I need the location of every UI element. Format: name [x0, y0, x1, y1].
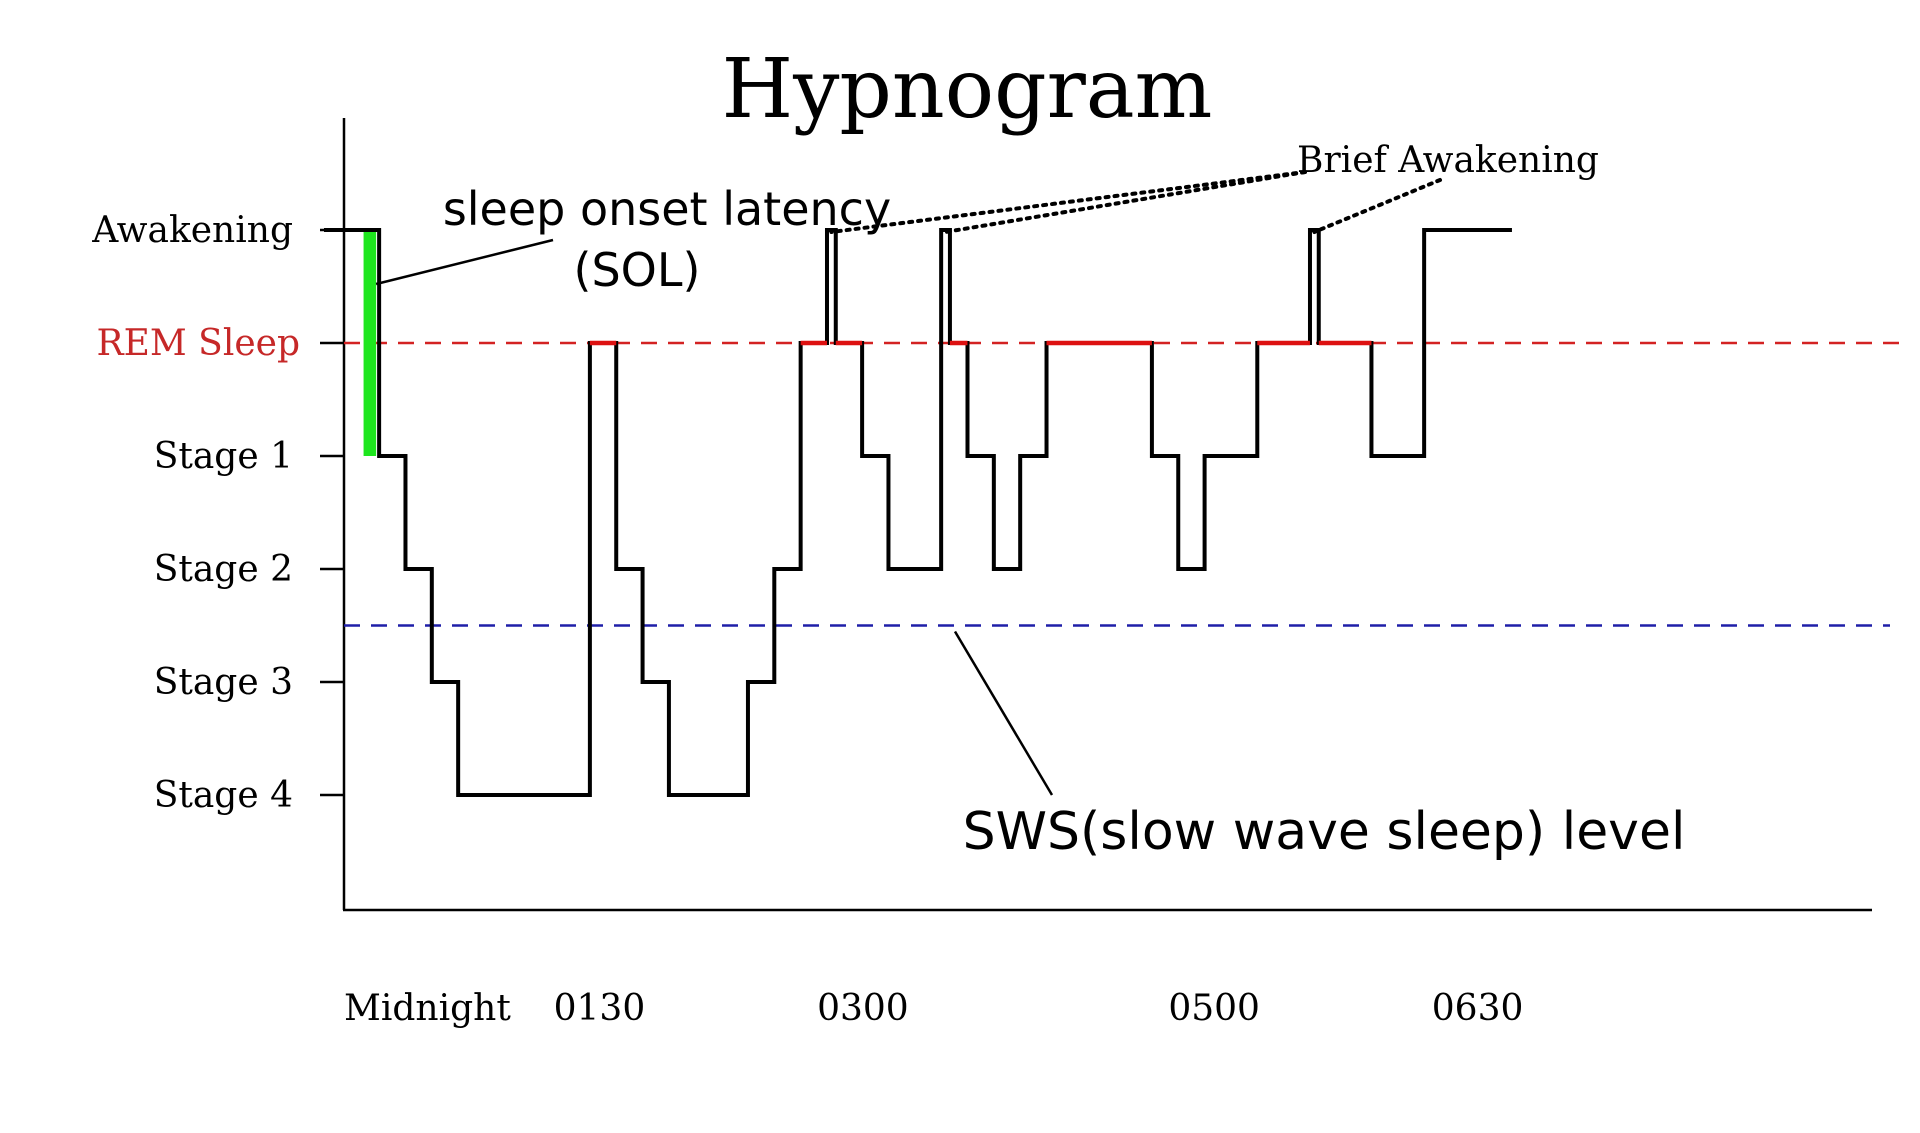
x-axis-ticks: Midnight 0130 0300 0500 0630 — [344, 988, 1523, 1029]
y-axis-ticks: Stage 4 Stage 3 Stage 2 Stage 1 REM Sleep Awa… — [91, 210, 344, 816]
brief-awakening-pointer — [1312, 178, 1442, 234]
y-tick-label: REM Sleep — [96, 323, 300, 364]
sws-level-label: SWS(slow wave sleep) level — [963, 802, 1686, 862]
sol-bar — [363, 230, 377, 456]
sol-label-line2: (SOL) — [574, 243, 701, 297]
reference-lines — [344, 341, 1905, 627]
y-tick-label: Stage 3 — [154, 662, 293, 703]
brief-awakening-pointer — [943, 170, 1307, 234]
x-tick-label: 0130 — [554, 988, 646, 1029]
hypnogram-series-line — [324, 228, 1512, 797]
x-tick-label: 0300 — [817, 988, 909, 1029]
x-tick-label: 0630 — [1432, 988, 1524, 1029]
y-tick-label: Stage 4 — [154, 775, 293, 816]
y-tick-label: Stage 1 — [154, 436, 293, 477]
brief-awakening-pointer — [829, 170, 1307, 234]
sws-pointer-line — [953, 630, 1054, 796]
x-tick-label: 0500 — [1168, 988, 1260, 1029]
sol-label-line1: sleep onset latency — [443, 182, 891, 236]
y-tick-label: Stage 2 — [154, 549, 293, 590]
brief-awakening-pointers — [829, 170, 1442, 234]
y-tick-label: Awakening — [91, 210, 293, 251]
brief-awakening-label: Brief Awakening — [1297, 140, 1599, 181]
chart-title: Hypnogram — [722, 42, 1213, 137]
sol-pointer-line — [375, 238, 554, 286]
x-tick-label: Midnight — [344, 988, 511, 1029]
